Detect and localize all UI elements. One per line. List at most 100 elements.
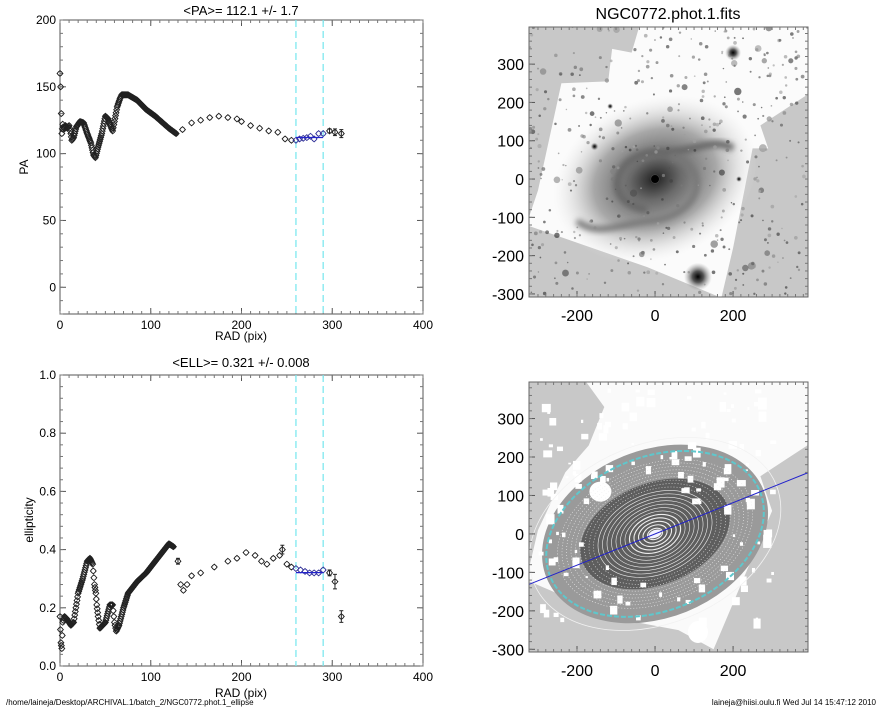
star: [713, 95, 716, 98]
star: [589, 123, 592, 127]
star: [531, 27, 535, 30]
star: [645, 64, 650, 69]
data-point-ring: [72, 612, 78, 618]
data-point-ring: [225, 114, 231, 121]
star: [643, 271, 646, 274]
masked-pixel: [598, 433, 607, 441]
star: [557, 152, 560, 155]
star: [733, 64, 736, 67]
star: [681, 84, 688, 91]
masked-pixel: [603, 425, 609, 434]
y-tick-label: 100: [497, 488, 524, 505]
x-tick-label: -200: [561, 663, 593, 680]
y-tick-label: 200: [36, 13, 56, 27]
masked-pixel: [753, 618, 761, 629]
star: [788, 58, 794, 64]
star: [771, 120, 774, 123]
x-tick-label: 400: [413, 670, 433, 684]
star: [750, 214, 754, 218]
y-tick-label: -100: [492, 565, 524, 582]
star: [777, 261, 779, 263]
star: [758, 165, 760, 168]
star: [726, 139, 730, 144]
star: [722, 188, 727, 192]
data-point-ring: [307, 133, 314, 139]
data-point-ring: [101, 120, 107, 127]
x-tick-label: 200: [720, 308, 747, 325]
masked-pixel: [757, 541, 761, 545]
star: [742, 284, 745, 286]
star: [580, 151, 583, 153]
masked-pixel: [739, 542, 744, 546]
star: [646, 112, 649, 115]
star: [661, 283, 665, 286]
masked-pixel: [646, 397, 656, 408]
star: [641, 159, 645, 163]
data-point: [110, 612, 118, 621]
masked-pixel: [770, 440, 777, 445]
data-point-ring: [112, 112, 119, 119]
data-point-ring: [320, 130, 326, 137]
star: [640, 80, 644, 84]
star: [576, 226, 579, 229]
masked-pixel: [696, 488, 701, 492]
star: [598, 135, 601, 138]
masked-pixel: [611, 577, 617, 586]
star: [593, 226, 597, 230]
star: [652, 248, 656, 251]
star: [749, 70, 752, 73]
ellipticity-plot: <ELL>= 0.321 +/- 0.008 RAD (pix) ellipti…: [22, 355, 433, 700]
star: [639, 251, 645, 258]
star: [614, 119, 622, 127]
star: [752, 27, 756, 31]
star: [687, 148, 690, 151]
star: [770, 204, 775, 209]
star: [654, 150, 658, 154]
data-point-ring: [57, 70, 63, 77]
star: [760, 106, 763, 109]
star: [725, 81, 728, 83]
data-point-ring: [225, 558, 231, 564]
star: [540, 177, 542, 180]
star: [783, 55, 788, 59]
masked-pixel: [548, 539, 553, 544]
masked-pixel: [548, 558, 556, 566]
star: [553, 176, 561, 184]
masked-pixel: [640, 582, 647, 588]
star: [706, 80, 709, 83]
data-point-ring: [71, 616, 77, 622]
masked-pixel: [693, 578, 701, 584]
star: [603, 281, 607, 285]
star: [656, 222, 660, 225]
image-frame: [528, 26, 809, 298]
star: [637, 69, 641, 73]
data-point-ring: [95, 613, 101, 620]
masked-pixel: [591, 474, 596, 479]
star: [655, 61, 659, 65]
star: [578, 234, 582, 237]
data-point-ring: [109, 128, 116, 134]
masked-pixel: [565, 476, 569, 479]
masked-pixel: [607, 388, 612, 393]
data-point-ring: [207, 114, 213, 121]
x-tick-label: 300: [322, 318, 342, 332]
masked-pixel: [578, 542, 584, 547]
star: [703, 253, 707, 257]
star: [801, 164, 804, 168]
star: [789, 102, 794, 107]
masked-pixel: [701, 421, 706, 429]
star: [726, 36, 730, 40]
masked-pixel: [687, 475, 694, 483]
data-point-ring: [234, 555, 240, 562]
star: [598, 127, 603, 132]
star: [529, 129, 533, 134]
masked-pixel: [538, 551, 544, 556]
data-point-ring: [73, 605, 79, 611]
star: [605, 112, 608, 114]
masked-pixel: [736, 480, 746, 487]
masked-pixel: [720, 565, 729, 572]
star: [718, 169, 725, 176]
masked-pixel: [568, 462, 571, 465]
star: [702, 166, 707, 171]
